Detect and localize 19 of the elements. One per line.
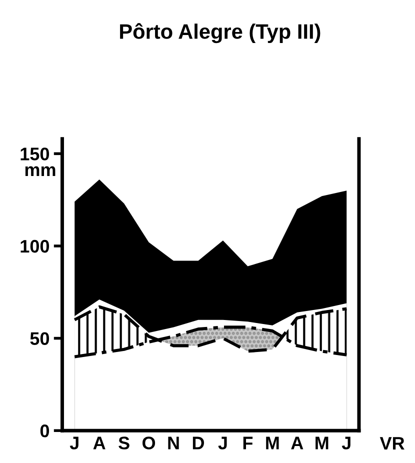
text: VR: [380, 437, 404, 450]
x-tick-label: N: [168, 436, 179, 450]
x-tick-label: F: [243, 436, 253, 450]
chart-title: Pôrto Alegre (Typ III): [120, 23, 320, 44]
y-tick-label: 0: [40, 424, 50, 438]
x-tick-label: J: [218, 436, 227, 450]
y-tick-label: 50: [30, 332, 50, 346]
x-tick-label: A: [291, 436, 304, 450]
y-tick-label: 150: [20, 148, 50, 160]
x-tick-label: A: [93, 436, 106, 450]
x-tick-label: M: [266, 436, 279, 450]
x-tick-label: J: [70, 436, 78, 450]
y-tick-label: 100: [20, 240, 50, 253]
x-tick-label: J: [342, 436, 350, 450]
x-tick-label: M: [316, 436, 328, 450]
x-tick-label: O: [142, 436, 156, 450]
x-tick-label: D: [192, 436, 204, 450]
x-tick-label: S: [118, 436, 130, 450]
y-axis-title: mm: [25, 166, 56, 176]
